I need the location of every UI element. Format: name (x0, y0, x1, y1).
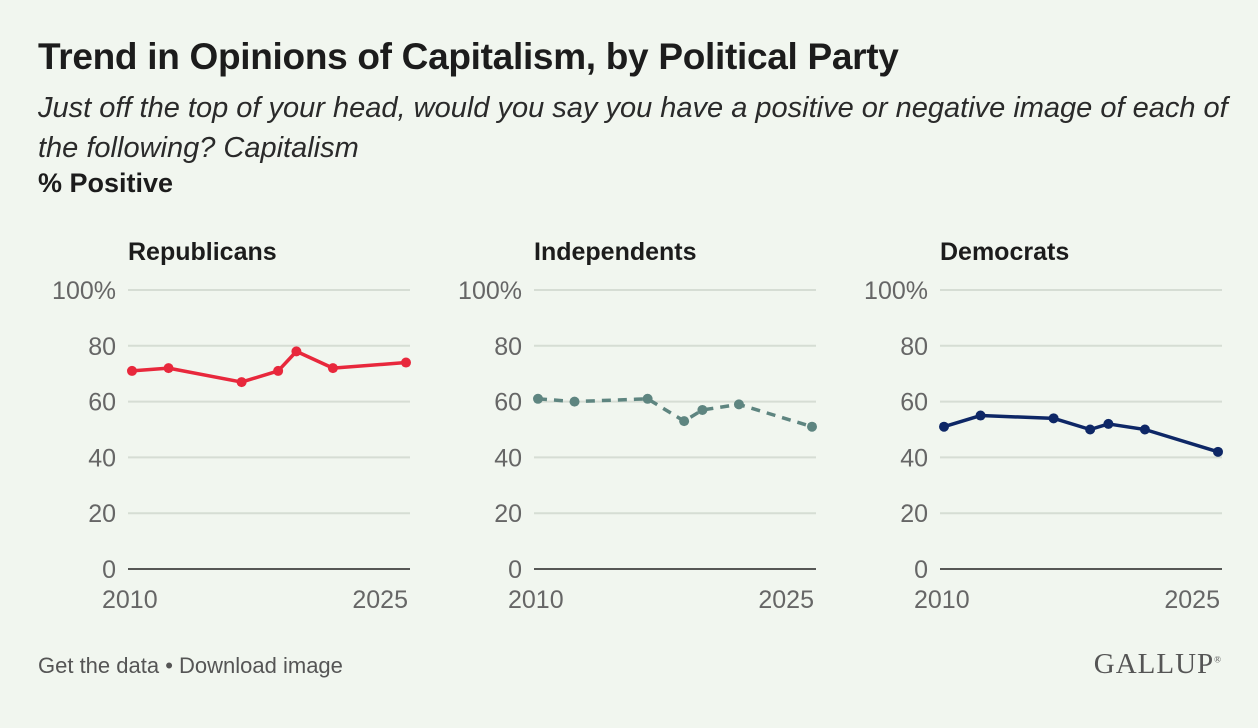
measure-label: % Positive (38, 168, 174, 198)
data-point (733, 399, 744, 410)
x-tick-label: 2010 (914, 586, 970, 614)
data-point (401, 357, 411, 368)
data-point (127, 365, 137, 376)
separator: • (159, 653, 180, 678)
y-tick-label: 100% (864, 277, 928, 305)
panel-title: Independents (534, 238, 697, 266)
series-line (943, 413, 1219, 454)
y-tick-label: 20 (494, 500, 522, 528)
y-tick-label: 0 (914, 556, 928, 584)
x-tick-label: 2025 (1164, 586, 1220, 614)
y-tick-label: 100% (458, 277, 522, 305)
data-point (642, 393, 653, 404)
data-point (1085, 424, 1096, 435)
x-tick-label: 2025 (352, 586, 408, 614)
chart-subtitle: Just off the top of your head, would you… (38, 92, 1228, 164)
data-point (975, 410, 986, 421)
y-tick-label: 20 (88, 500, 116, 528)
y-tick-label: 20 (900, 500, 928, 528)
data-point (236, 377, 247, 388)
get-data-link[interactable]: Get the data (38, 653, 160, 678)
panel-title: Republicans (128, 238, 277, 266)
y-tick-label: 40 (494, 444, 522, 472)
data-point (939, 421, 949, 432)
y-tick-label: 0 (102, 556, 116, 584)
y-tick-label: 40 (900, 444, 928, 472)
data-point (163, 363, 174, 374)
y-tick-label: 100% (52, 277, 116, 305)
x-tick-label: 2025 (758, 586, 814, 614)
data-point (1103, 418, 1114, 429)
x-tick-label: 2010 (508, 586, 564, 614)
data-point (807, 421, 817, 432)
data-point (1213, 446, 1223, 457)
footer-links: Get the data • Download image (38, 653, 343, 679)
y-tick-label: 80 (494, 333, 522, 361)
data-point (697, 404, 708, 415)
y-tick-label: 80 (88, 333, 116, 361)
download-image-link[interactable]: Download image (179, 653, 343, 678)
gallup-logo: GALLUP® (1093, 648, 1222, 680)
data-point (1048, 413, 1059, 424)
x-tick-label: 2010 (102, 586, 158, 614)
y-tick-label: 40 (88, 444, 116, 472)
data-point (273, 365, 284, 376)
data-point (569, 396, 580, 407)
data-point (1139, 424, 1150, 435)
logo-text: GALLUP (1093, 648, 1215, 680)
panel-title: Democrats (940, 238, 1069, 266)
y-tick-label: 60 (494, 389, 522, 417)
data-point (327, 363, 338, 374)
y-tick-label: 60 (88, 389, 116, 417)
y-tick-label: 80 (900, 333, 928, 361)
y-tick-label: 60 (900, 389, 928, 417)
data-point (533, 393, 543, 404)
data-point (679, 416, 690, 427)
y-tick-label: 0 (508, 556, 522, 584)
chart-title: Trend in Opinions of Capitalism, by Poli… (38, 36, 899, 77)
data-point (291, 346, 302, 357)
